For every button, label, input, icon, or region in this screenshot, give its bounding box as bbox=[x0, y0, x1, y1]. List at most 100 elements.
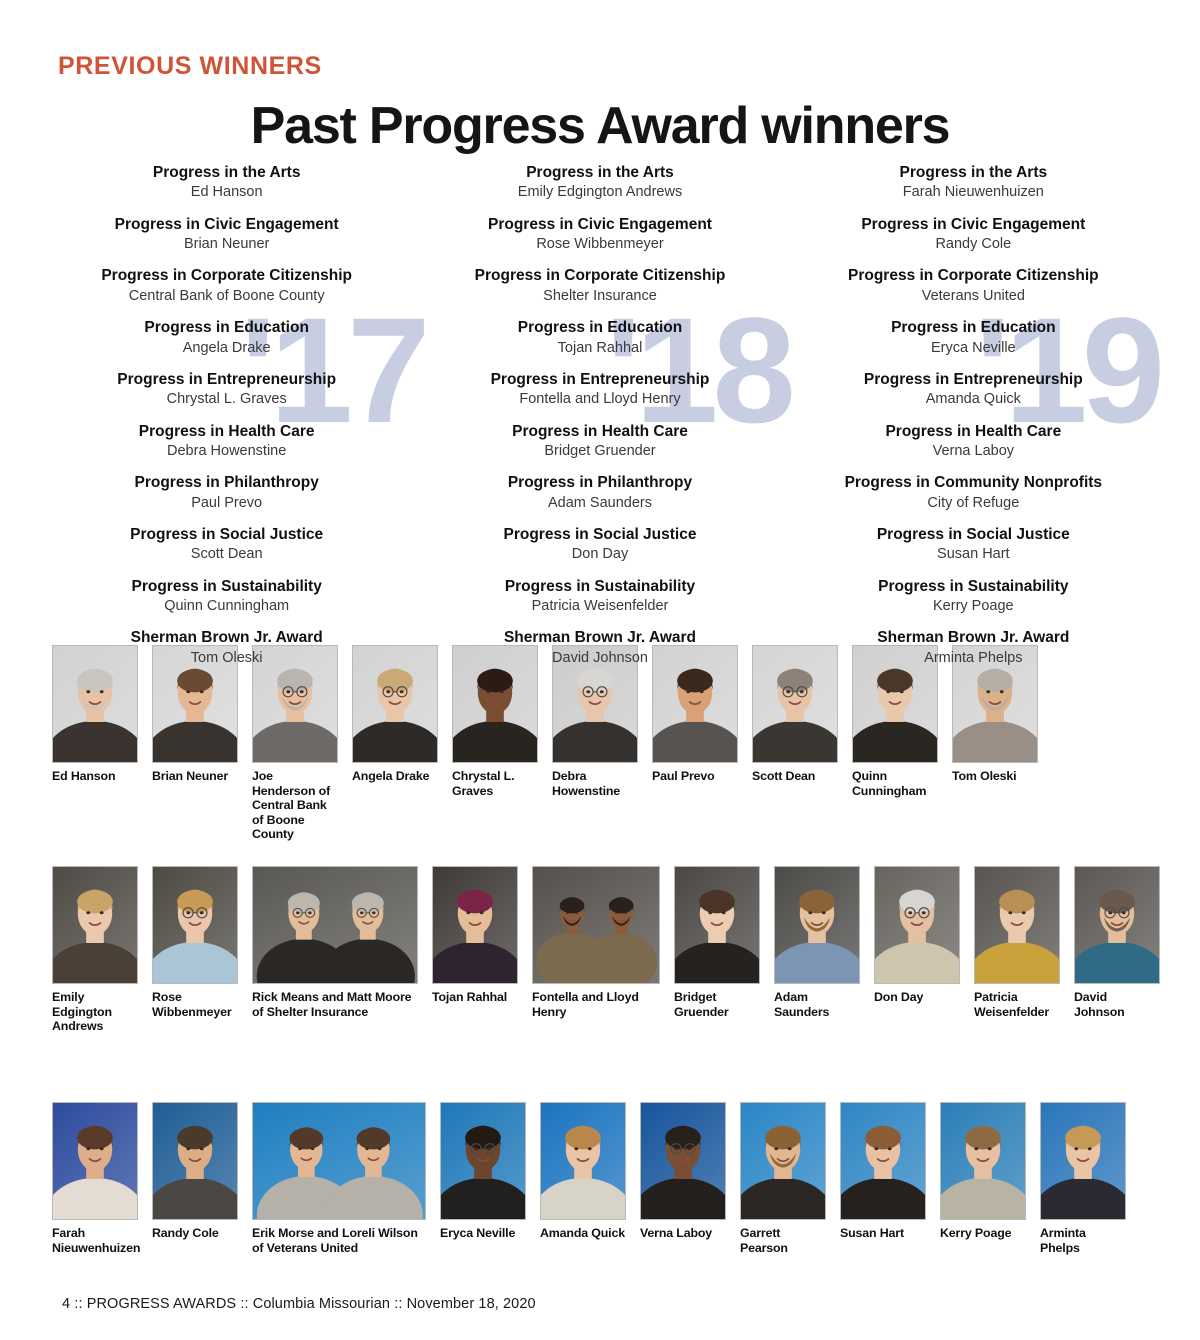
award-winner: Shelter Insurance bbox=[543, 287, 657, 304]
award-entry: Progress in Social Justice Scott Dean bbox=[40, 525, 413, 564]
award-category: Progress in Education bbox=[891, 319, 1056, 337]
winner-portrait-photo bbox=[252, 1102, 426, 1220]
award-winner: Angela Drake bbox=[182, 339, 271, 356]
winner-photo-cell: Tojan Rahhal bbox=[432, 866, 518, 1005]
award-entry: Progress in Philanthropy Adam Saunders bbox=[413, 473, 786, 512]
award-entry: Progress in Social Justice Don Day bbox=[413, 525, 786, 564]
award-winner: Paul Prevo bbox=[191, 494, 263, 511]
page-footer: 4 :: PROGRESS AWARDS :: Columbia Missour… bbox=[62, 1296, 536, 1312]
winner-photo-cell: Chrystal L. Graves bbox=[452, 645, 538, 798]
section-kicker: PREVIOUS WINNERS bbox=[58, 52, 322, 80]
photo-caption: Rose Wibbenmeyer bbox=[152, 990, 232, 1019]
winner-portrait-photo bbox=[252, 866, 418, 984]
award-entry: Progress in Health Care Verna Laboy bbox=[787, 422, 1160, 461]
award-entry: Progress in Entrepreneurship Chrystal L. … bbox=[40, 370, 413, 409]
award-entry: Progress in the Arts Farah Nieuwenhuizen bbox=[787, 163, 1160, 202]
award-entry: Progress in Sustainability Patricia Weise… bbox=[413, 577, 786, 616]
award-winner: Veterans United bbox=[921, 287, 1025, 304]
footer-date: November 18, 2020 bbox=[406, 1296, 536, 1312]
award-entry: Sherman Brown Jr. Award Tom Oleski bbox=[40, 628, 413, 667]
award-winner: Eryca Neville bbox=[931, 339, 1016, 356]
award-entry: Progress in Social Justice Susan Hart bbox=[787, 525, 1160, 564]
photo-caption: Adam Saunders bbox=[774, 990, 830, 1019]
award-winner: David Johnson bbox=[552, 649, 648, 666]
winner-photo-cell: Debra Howenstine bbox=[552, 645, 638, 798]
award-category: Progress in Education bbox=[517, 319, 683, 337]
award-category: Progress in Sustainability bbox=[878, 577, 1069, 595]
footer-section: PROGRESS AWARDS bbox=[86, 1296, 237, 1312]
photo-caption: Patricia Weisenfelder bbox=[974, 990, 1050, 1019]
winner-portrait-photo bbox=[52, 1102, 138, 1220]
winner-portrait-photo bbox=[740, 1102, 826, 1220]
winner-portrait-photo bbox=[640, 1102, 726, 1220]
winner-portrait-photo bbox=[540, 1102, 626, 1220]
winner-portrait-photo bbox=[152, 1102, 238, 1220]
award-column-2: '18 Progress in the Arts Emily Edgington A… bbox=[413, 163, 796, 666]
award-category: Progress in Social Justice bbox=[876, 526, 1070, 544]
photo-caption: Eryca Neville bbox=[440, 1226, 516, 1240]
winner-photo-cell: Adam Saunders bbox=[774, 866, 860, 1019]
winner-portrait-photo bbox=[840, 1102, 926, 1220]
award-entry: Progress in Sustainability Kerry Poage bbox=[787, 577, 1160, 616]
photo-caption: Ed Hanson bbox=[52, 769, 116, 783]
award-category: Progress in Civic Engagement bbox=[861, 215, 1086, 233]
award-winner: Quinn Cunningham bbox=[164, 598, 290, 615]
winner-portrait-photo bbox=[52, 645, 138, 763]
winner-portrait-photo bbox=[552, 645, 638, 763]
photo-caption: Fontella and Lloyd Henry bbox=[532, 990, 639, 1019]
winner-portrait-photo bbox=[432, 866, 518, 984]
winner-portrait-photo bbox=[774, 866, 860, 984]
award-winner: Randy Cole bbox=[935, 236, 1012, 253]
footer-page-number: 4 bbox=[62, 1296, 71, 1312]
award-entry: Progress in Civic Engagement Rose Wibbenm… bbox=[413, 215, 786, 254]
winner-photo-cell: Don Day bbox=[874, 866, 960, 1005]
year-watermark: '19 bbox=[974, 286, 1165, 454]
winner-portrait-photo bbox=[940, 1102, 1026, 1220]
award-columns: '17 Progress in the Arts Ed Hanson Progress… bbox=[40, 163, 1165, 666]
award-winner: Chrystal L. Graves bbox=[166, 391, 287, 408]
award-category: Progress in Sustainability bbox=[504, 577, 696, 595]
winner-photo-cell: Amanda Quick bbox=[540, 1102, 626, 1241]
award-entry: Sherman Brown Jr. Award Arminta Phelps bbox=[787, 628, 1160, 667]
winner-portrait-photo bbox=[674, 866, 760, 984]
award-winner: Bridget Gruender bbox=[544, 442, 656, 459]
award-entry: Progress in the Arts Emily Edgington Andr… bbox=[413, 163, 786, 202]
award-category: Progress in Philanthropy bbox=[507, 474, 693, 492]
winner-portrait-photo bbox=[1040, 1102, 1126, 1220]
award-winner: Tojan Rahhal bbox=[557, 339, 643, 356]
award-category: Progress in the Arts bbox=[152, 164, 301, 181]
winner-photo-cell: Verna Laboy bbox=[640, 1102, 726, 1241]
winner-photo-cell: Susan Hart bbox=[840, 1102, 926, 1241]
winner-portrait-photo bbox=[532, 866, 660, 984]
award-category: Progress in Health Care bbox=[885, 422, 1062, 440]
photo-caption: Angela Drake bbox=[352, 769, 430, 783]
photo-caption: Debra Howenstine bbox=[552, 769, 621, 798]
award-entry: Progress in Civic Engagement Randy Cole bbox=[787, 215, 1160, 254]
award-category: Progress in Health Care bbox=[138, 422, 315, 440]
award-category: Progress in Community Nonprofits bbox=[844, 474, 1103, 492]
winner-photo-cell: Joe Henderson of Central Bank of Boone C… bbox=[252, 645, 338, 842]
award-entry: Progress in the Arts Ed Hanson bbox=[40, 163, 413, 202]
winner-photo-cell: Arminta Phelps bbox=[1040, 1102, 1126, 1255]
photo-caption: Arminta Phelps bbox=[1040, 1226, 1086, 1255]
award-entry: Progress in Health Care Debra Howenstine bbox=[40, 422, 413, 461]
award-winner: Verna Laboy bbox=[932, 442, 1015, 459]
photo-caption: Susan Hart bbox=[840, 1226, 904, 1240]
photo-caption: Scott Dean bbox=[752, 769, 816, 783]
winner-portrait-photo bbox=[874, 866, 960, 984]
winner-portrait-photo bbox=[952, 645, 1038, 763]
award-winner: Emily Edgington Andrews bbox=[517, 184, 683, 201]
award-category: Progress in Education bbox=[144, 319, 309, 337]
photo-row-2017: Ed Hanson Brian Neuner Joe Henderson of … bbox=[52, 645, 1162, 842]
winner-photo-cell: Kerry Poage bbox=[940, 1102, 1026, 1241]
footer-publication: Columbia Missourian bbox=[252, 1296, 391, 1312]
award-category: Progress in Health Care bbox=[512, 422, 688, 440]
photo-caption: Tom Oleski bbox=[952, 769, 1017, 783]
winner-portrait-photo bbox=[152, 645, 238, 763]
winner-portrait-photo bbox=[52, 866, 138, 984]
winner-photo-cell: Fontella and Lloyd Henry bbox=[532, 866, 660, 1019]
winner-photo-cell: Rick Means and Matt Moore of Shelter Ins… bbox=[252, 866, 418, 1019]
winner-portrait-photo bbox=[152, 866, 238, 984]
photo-caption: Paul Prevo bbox=[652, 769, 715, 783]
award-category: Progress in Social Justice bbox=[130, 526, 324, 544]
